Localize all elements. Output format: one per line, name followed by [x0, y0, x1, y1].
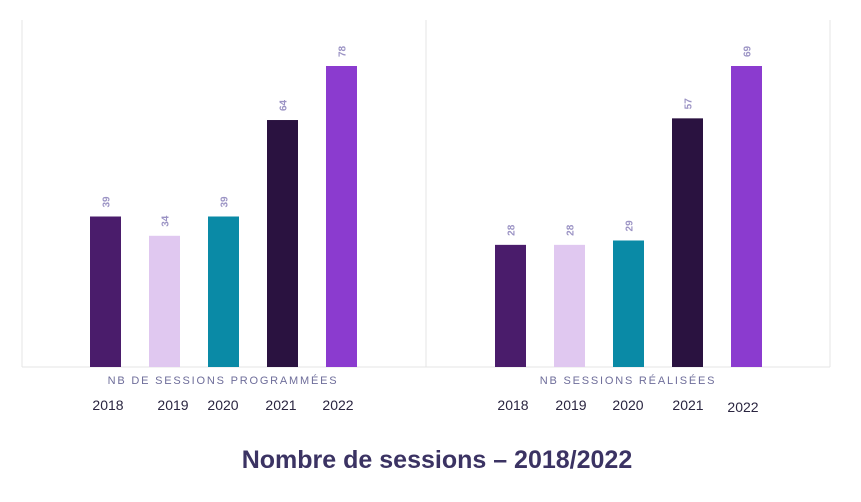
bar-2021	[672, 118, 703, 367]
x-axis-label: NB DE SESSIONS PROGRAMMÉES	[108, 374, 339, 387]
bar-2019	[149, 235, 180, 367]
bar-2020	[613, 240, 644, 367]
bar-2022	[326, 66, 357, 367]
bar-2020	[208, 216, 239, 367]
chart-panel-programmed: NB DE SESSIONS PROGRAMMÉES 39 2018 34 2019 3…	[21, 20, 426, 413]
data-label: 29	[625, 220, 636, 232]
data-label: 39	[220, 196, 231, 208]
data-label: 64	[279, 99, 290, 111]
data-label: 39	[102, 196, 113, 208]
x-tick-label: 2021	[672, 397, 703, 413]
x-tick-label: 2022	[322, 397, 353, 413]
chart-panel-completed: NB SESSIONS RÉALISÉES 28 2018 28 2019 29 2020…	[425, 20, 831, 415]
x-tick-label: 2019	[157, 397, 188, 413]
x-tick-label: 2020	[207, 397, 238, 413]
x-tick-label: 2020	[612, 397, 643, 413]
bar-2018	[90, 216, 121, 367]
x-tick-label: 2019	[555, 397, 586, 413]
data-label: 57	[684, 98, 695, 110]
data-label: 78	[338, 45, 349, 57]
x-tick-label: 2021	[265, 397, 296, 413]
data-label: 69	[743, 45, 754, 57]
bar-2021	[267, 120, 298, 368]
data-label: 34	[161, 215, 172, 227]
x-tick-label: 2018	[497, 397, 528, 413]
bar-2018	[495, 244, 526, 367]
data-label: 28	[507, 224, 518, 236]
data-label: 28	[566, 224, 577, 236]
x-tick-label: 2022	[727, 399, 758, 415]
x-axis-label: NB SESSIONS RÉALISÉES	[540, 374, 717, 387]
chart-title: Nombre de sessions – 2018/2022	[241, 446, 633, 474]
bar-2022	[731, 66, 762, 367]
bar-2019	[554, 244, 585, 367]
x-tick-label: 2018	[92, 397, 123, 413]
